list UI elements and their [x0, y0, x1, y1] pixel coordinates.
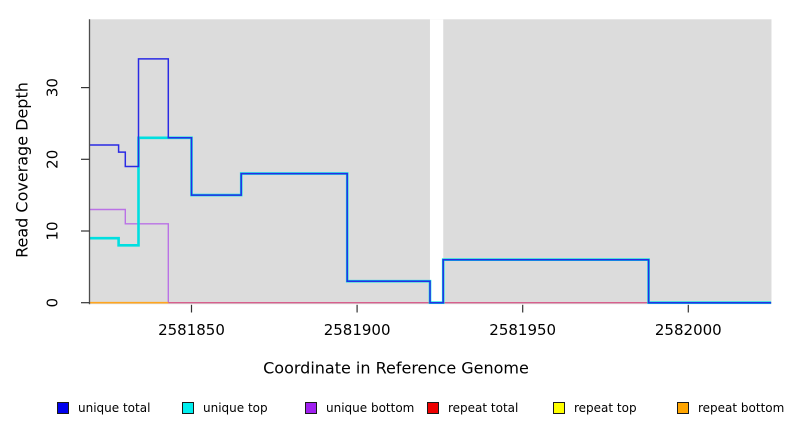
series-group — [89, 58, 772, 304]
y-axis-title: Read Coverage Depth — [12, 82, 32, 258]
legend-label-repeat-bottom: repeat bottom — [698, 400, 785, 415]
y-tick-label: 0 — [44, 298, 62, 308]
legend-item-unique-bottom: unique bottom — [305, 400, 415, 415]
legend-item-unique-top: unique top — [182, 400, 268, 415]
masked-region — [429, 19, 444, 305]
legend-swatch-unique-total — [57, 401, 69, 414]
legend-item-repeat-total: repeat total — [427, 400, 519, 415]
y-tick-label: 20 — [44, 150, 62, 169]
legend-label-repeat-total: repeat total — [448, 400, 519, 415]
legend-swatch-repeat-total — [427, 401, 439, 414]
legend-label-unique-bottom: unique bottom — [326, 400, 415, 415]
legend-swatch-unique-top — [182, 401, 194, 414]
legend-item-repeat-top: repeat top — [553, 400, 637, 415]
legend-label-unique-top: unique top — [203, 400, 268, 415]
legend-swatch-repeat-bottom — [677, 401, 689, 414]
series-line-unique-total — [89, 58, 772, 304]
x-tick-label: 2581850 — [158, 321, 225, 339]
legend-label-repeat-top: repeat top — [574, 400, 637, 415]
coverage-plot: 0 10 20 30 2581850 2581900 2581950 2582000 — [44, 19, 772, 339]
legend-swatch-repeat-top — [553, 401, 565, 414]
legend-label-unique-total: unique total — [78, 400, 151, 415]
legend-item-unique-total: unique total — [57, 400, 151, 415]
legend-item-repeat-bottom: repeat bottom — [677, 400, 785, 415]
y-tick-label: 10 — [44, 221, 62, 240]
legend-swatch-unique-bottom — [305, 401, 317, 414]
x-tick-label: 2581950 — [489, 321, 556, 339]
x-tick-label: 2582000 — [655, 321, 722, 339]
x-tick-label: 2581900 — [324, 321, 391, 339]
y-tick-label: 30 — [44, 78, 62, 97]
x-axis-title: Coordinate in Reference Genome — [263, 358, 529, 378]
